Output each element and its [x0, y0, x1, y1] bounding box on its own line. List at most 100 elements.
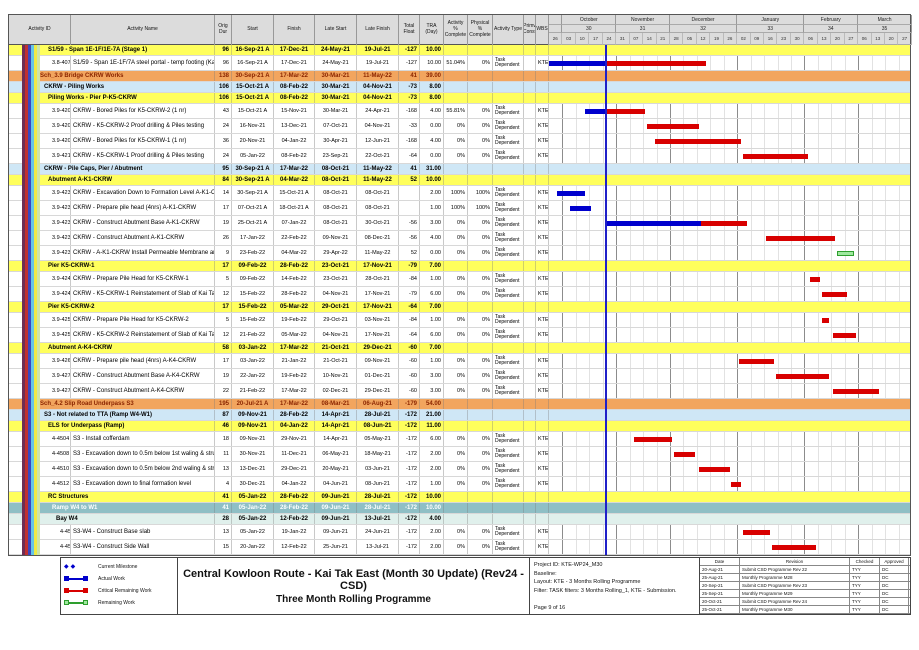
activity-type-cell	[493, 164, 524, 174]
activity-id-cell: 4-4546	[9, 525, 71, 539]
activity-name-cell: CKRW - K5-CKRW-2 Proof drilling & Piles …	[71, 119, 215, 133]
task-row: 3.9-4270CKRW - Construct Abutment Base A…	[9, 369, 910, 384]
column-header-wbs: WBS	[536, 15, 549, 45]
revision-row: 20-Sep-21 Submit CSD Programme Rev 23 TYY D…	[700, 582, 910, 590]
week-start-label: 12	[696, 33, 711, 45]
revision-cell: DC	[880, 582, 909, 589]
start-cell: 05-Jan-22	[232, 514, 274, 524]
gantt-row-area	[549, 231, 910, 245]
activity-pct-cell: 0%	[444, 432, 468, 446]
gantt-row-area	[549, 477, 910, 491]
finish-cell: 04-Mar-22	[274, 246, 315, 260]
gantt-row-area	[549, 540, 910, 554]
late-finish-cell: 04-Nov-21	[357, 119, 399, 133]
activity-type-cell	[493, 514, 524, 524]
activity-name-cell: CKRW - Prepare Pile Head for K5-CKRW-1	[71, 272, 215, 286]
activity-pct-cell: 51.04%	[444, 56, 468, 70]
activity-type-cell: Task Dependent	[493, 186, 524, 200]
orig-dur-cell: 17	[215, 261, 232, 271]
total-float-cell: -172	[399, 462, 420, 476]
physical-pct-cell	[468, 261, 493, 271]
wbs-cell	[536, 302, 549, 312]
activity-name-cell: CKRW - Prepare pile head (4nrs) A-K1-CKR…	[71, 201, 215, 215]
gantt-bar-critical-remaining	[771, 545, 816, 550]
gantt-bar-critical-remaining	[673, 452, 695, 457]
orig-dur-cell: 46	[215, 421, 232, 431]
total-float-cell: -73	[399, 93, 420, 103]
report-title-box: Central Kowloon Route - Kai Tak East (Mo…	[178, 557, 530, 615]
late-start-cell: 24-May-21	[315, 56, 357, 70]
gantt-row-area	[549, 343, 910, 353]
finish-cell: 08-Feb-22	[274, 149, 315, 163]
activity-type-cell: Task Dependent	[493, 313, 524, 327]
tra-cell: 7.00	[420, 302, 444, 312]
finish-cell: 19-Feb-22	[274, 313, 315, 327]
total-float-cell: -64	[399, 328, 420, 342]
finish-cell: 19-Feb-22	[274, 369, 315, 383]
activity-type-cell: Task Dependent	[493, 246, 524, 260]
physical-pct-cell	[468, 93, 493, 103]
physical-pct-cell: 0%	[468, 447, 493, 461]
column-header-total-float: Total Float	[399, 15, 420, 45]
finish-cell: 13-Dec-21	[274, 119, 315, 133]
tra-cell: 4.00	[420, 231, 444, 245]
revision-cell: Monthly Programme M29	[740, 590, 850, 597]
late-start-cell: 30-Mar-21	[315, 82, 357, 92]
column-header-start: Start	[232, 15, 274, 45]
primv-const-cell	[524, 477, 536, 491]
start-cell: 15-Feb-22	[232, 287, 274, 301]
wbs-cell: KTE-	[536, 540, 549, 554]
late-finish-cell: 28-Jul-21	[357, 410, 399, 420]
late-start-cell: 29-Oct-21	[315, 313, 357, 327]
task-row: 3.9-4252CKRW - Prepare Pile Head for K5-…	[9, 313, 910, 328]
legend-item: ◆ ◆ Current Milestone	[64, 562, 174, 571]
orig-dur-cell: 28	[215, 514, 232, 524]
finish-cell: 28-Feb-22	[274, 287, 315, 301]
activity-pct-cell: 0%	[444, 246, 468, 260]
gantt-bar-critical-remaining	[742, 154, 809, 159]
gantt-bar-actual	[556, 191, 586, 196]
activity-pct-cell	[444, 82, 468, 92]
activity-name-cell: S3-W4 - Construct Base slab	[71, 525, 215, 539]
project-info-box: Project ID: KTE-WP24_M30 Baseline: Layou…	[530, 557, 700, 615]
late-start-cell: 02-Dec-21	[315, 384, 357, 398]
finish-cell: 05-Mar-22	[274, 302, 315, 312]
activity-name-cell: S3-W4 - Construct Side Wall	[71, 540, 215, 554]
wbs-cell: KTE-	[536, 447, 549, 461]
wbs-cell	[536, 71, 549, 81]
orig-dur-cell: 12	[215, 328, 232, 342]
total-float-cell: -172	[399, 514, 420, 524]
column-header-late-start: Late Start	[315, 15, 357, 45]
task-row: 4-4550S3-W4 - Construct Side Wall1520-Ja…	[9, 540, 910, 555]
finish-cell: 17-Mar-22	[274, 384, 315, 398]
activity-type-cell	[493, 492, 524, 502]
physical-pct-cell	[468, 421, 493, 431]
summary-band-row: S3 - Not related to TTA (Ramp W4-W1) 87 09…	[9, 410, 910, 421]
task-row: 3.8-4079S1/59 - Span 1E-1F/7A steel port…	[9, 56, 910, 71]
primv-const-cell	[524, 261, 536, 271]
finish-cell: 17-Mar-22	[274, 399, 315, 409]
physical-pct-cell: 0%	[468, 540, 493, 554]
wbs-cell: KTE-	[536, 134, 549, 148]
activity-pct-cell: 0%	[444, 462, 468, 476]
wbs-cell: KTE-	[536, 354, 549, 368]
activity-pct-cell	[444, 45, 468, 55]
summary-band-row: RC Structures 41 05-Jan-22 28-Feb-22 09-Jun-…	[9, 492, 910, 503]
orig-dur-cell: 5	[215, 272, 232, 286]
wbs-cell: KTE-	[536, 432, 549, 446]
activity-pct-cell	[444, 421, 468, 431]
total-float-cell: -60	[399, 369, 420, 383]
orig-dur-cell: 13	[215, 462, 232, 476]
start-cell: 25-Oct-21 A	[232, 216, 274, 230]
wbs-cell: KTE-	[536, 384, 549, 398]
physical-pct-cell	[468, 514, 493, 524]
activity-pct-cell: 0%	[444, 477, 468, 491]
late-start-cell: 14-Apr-21	[315, 410, 357, 420]
summary-band-row: S1/59 - Span 1E-1F/1E-7A (Stage 1) 96 16-S…	[9, 45, 910, 56]
tra-cell: 2.00	[420, 462, 444, 476]
late-finish-cell: 08-Oct-21	[357, 186, 399, 200]
finish-cell: 15-Oct-21 A	[274, 186, 315, 200]
finish-cell: 08-Feb-22	[274, 82, 315, 92]
orig-dur-cell: 15	[215, 540, 232, 554]
task-row: 3.9-4240CKRW - Prepare Pile Head for K5-…	[9, 272, 910, 287]
